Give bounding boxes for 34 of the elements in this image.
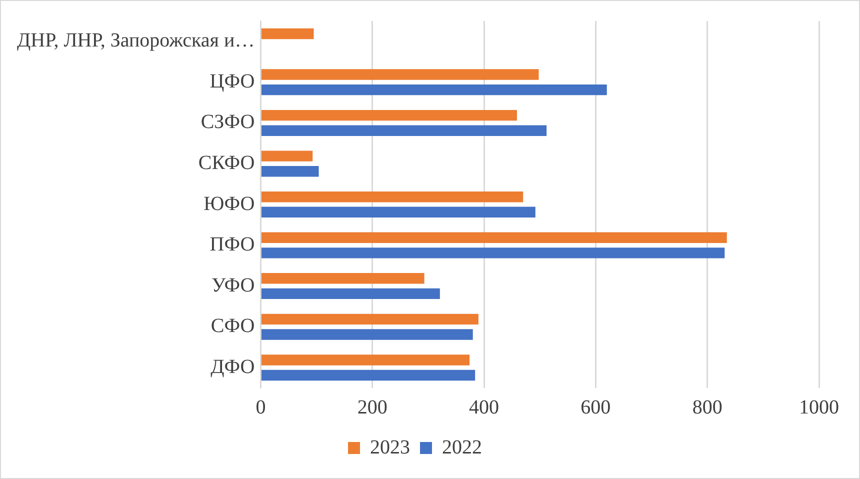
x-tick-label: 600 bbox=[580, 396, 611, 418]
legend-label: 2023 bbox=[370, 436, 410, 458]
bar bbox=[261, 370, 476, 381]
x-tick-label: 400 bbox=[469, 396, 500, 418]
bar bbox=[261, 192, 524, 202]
bar bbox=[261, 110, 517, 121]
bar bbox=[261, 69, 539, 80]
bar bbox=[261, 329, 473, 340]
bar bbox=[261, 206, 536, 218]
y-tick-label: УФО bbox=[212, 274, 255, 296]
bar bbox=[261, 354, 470, 366]
legend-label: 2022 bbox=[442, 436, 482, 458]
bar bbox=[261, 288, 440, 300]
bar bbox=[261, 28, 314, 40]
x-tick-label: 0 bbox=[256, 396, 266, 418]
y-tick-label: ПФО bbox=[210, 234, 255, 256]
y-tick-label: СКФО bbox=[198, 152, 255, 174]
y-tick-label: ЦФО bbox=[210, 70, 255, 92]
bar bbox=[261, 84, 607, 96]
bar bbox=[261, 248, 725, 258]
x-tick-label: 1000 bbox=[799, 396, 839, 418]
bar bbox=[261, 166, 319, 177]
y-tick-label: СФО bbox=[210, 315, 255, 338]
bar bbox=[261, 314, 478, 325]
y-tick-label: ДНР, ЛНР, Запорожская и… bbox=[16, 30, 255, 52]
x-tick-label: 200 bbox=[357, 396, 388, 418]
bar bbox=[261, 232, 727, 243]
bar bbox=[261, 125, 547, 136]
bar bbox=[261, 273, 424, 284]
y-tick-label: СЗФО bbox=[200, 111, 255, 134]
bar bbox=[261, 150, 313, 162]
y-tick-label: ДФО bbox=[210, 356, 255, 378]
x-tick-label: 800 bbox=[692, 396, 722, 418]
y-tick-label: ЮФО bbox=[204, 192, 255, 215]
